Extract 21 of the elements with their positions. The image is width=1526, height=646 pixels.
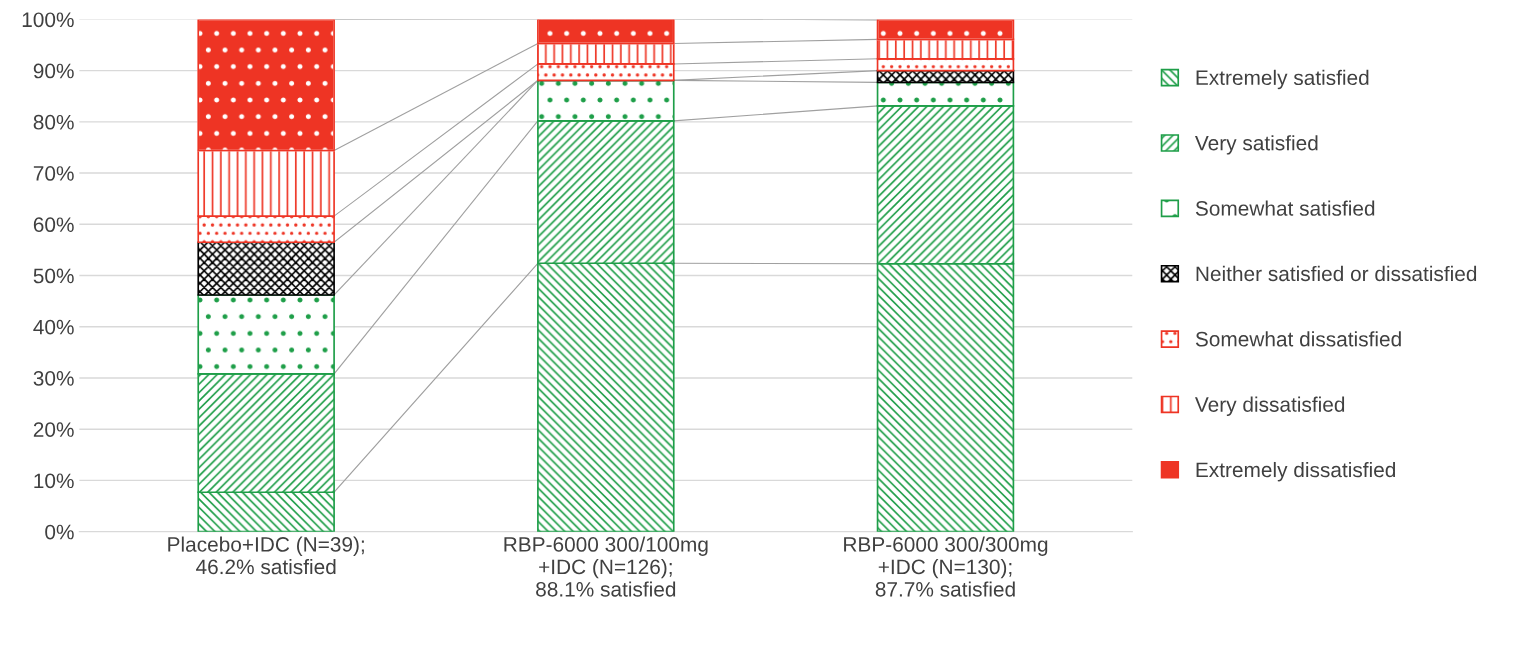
legend-label: Extremely dissatisfied [1196,461,1396,482]
legend-label: Extremely satisfied [1196,69,1369,90]
y-tick-label: 100% [22,12,74,28]
x-tick-label: Placebo+IDC (N=39); 46.2% satisfied [168,536,364,575]
y-tick-label: 10% [34,473,74,489]
legend-label: Very satisfied [1195,135,1318,155]
legend-label: Somewhat satisfied [1195,200,1375,216]
y-tick-label: 60% [33,217,74,233]
y-tick-label: 50% [33,268,74,284]
y-tick-label: 40% [33,319,74,335]
y-tick-label: 30% [33,370,74,386]
y-tick-label: 70% [33,166,74,181]
legend-label: Very dissatisfied [1195,396,1345,417]
y-tick-label: 0% [45,524,74,540]
legend-label: Neither satisfied or dissatisfied [1196,265,1477,282]
y-tick-label: 80% [33,114,74,130]
y-tick-label: 90% [33,63,74,79]
y-tick-label: 20% [33,422,74,437]
x-tick-label: RBP-6000 300/300mg +IDC (N=130); 87.7% satisfied [844,536,1048,597]
x-tick-label: RBP-6000 300/100mg +IDC (N=126); 88.1% satisfied [504,536,708,597]
legend-label: Somewhat dissatisfied [1195,331,1401,347]
